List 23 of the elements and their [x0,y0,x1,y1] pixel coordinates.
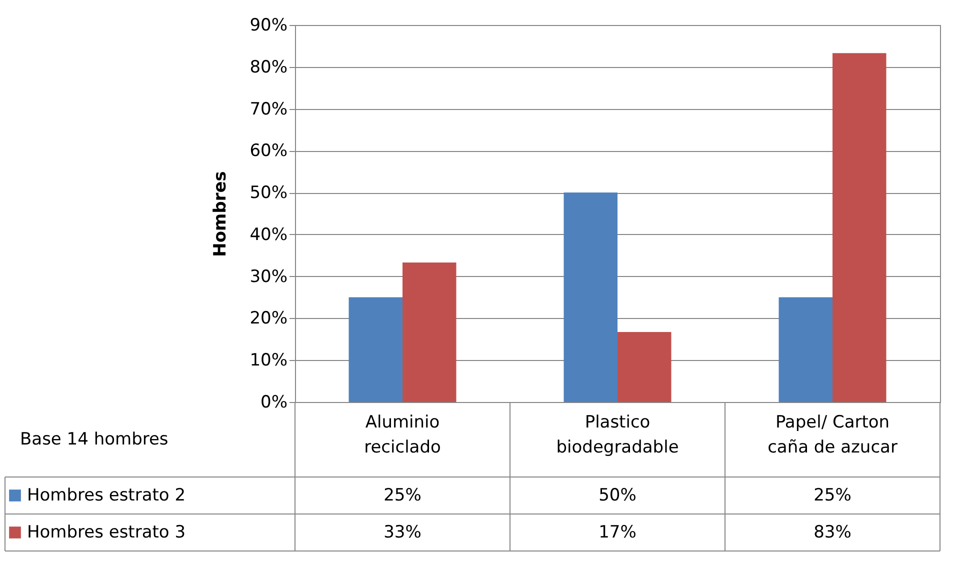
data-label: 17% [598,522,636,542]
y-tick-label: 10% [250,350,288,371]
y-tick-label: 40% [250,224,288,245]
data-label: 25% [384,486,422,506]
y-tick-label: 90% [250,16,288,36]
data-label: 83% [814,522,852,542]
legend-label: Hombres estrato 2 [27,486,186,506]
legend-label: Hombres estrato 3 [27,522,186,542]
data-label: 50% [598,486,636,506]
y-tick-label: 0% [260,392,288,412]
x-tick-label: Plastico biodegradable [556,412,679,458]
y-axis-title: Hombres [210,171,231,257]
y-tick-label: 60% [250,141,288,162]
x-tick-label: Aluminio reciclado [364,412,441,458]
y-tick-label: 50% [250,183,288,204]
y-tick-label: 30% [250,266,288,287]
data-label: 33% [384,522,422,542]
y-tick-label: 80% [250,57,288,78]
y-tick-label: 70% [250,99,288,120]
x-tick-label: Papel/ Carton caña de azucar [768,412,898,458]
y-tick-label: 20% [250,308,288,329]
data-label: 25% [814,486,852,506]
text: Base 14 hombres [20,430,168,450]
